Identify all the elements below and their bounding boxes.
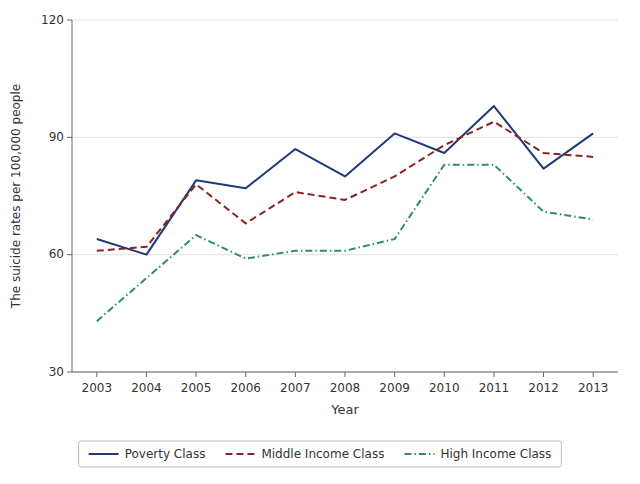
series-line: [97, 106, 593, 255]
lines: [97, 106, 593, 321]
grid-line-y: [72, 20, 618, 21]
grid: [72, 20, 618, 372]
legend-swatch: [89, 453, 119, 455]
legend-item: Poverty Class: [89, 447, 206, 461]
chart-svg: 30 60 90 120 2003 2004 2005 2006 2007 2008 2009 201…: [0, 0, 640, 484]
x-tick-label: 2004: [131, 381, 162, 395]
legend-swatch: [225, 453, 255, 455]
y-tick-label: 60: [49, 247, 64, 261]
x-tick: [345, 372, 346, 377]
x-tick-label: 2008: [330, 381, 361, 395]
y-axis-line: [72, 20, 73, 372]
x-tick-label: 2007: [280, 381, 311, 395]
chart-container: 30 60 90 120 2003 2004 2005 2006 2007 2008 2009 201…: [0, 0, 640, 484]
x-tick-label: 2011: [479, 381, 510, 395]
x-tick-label: 2012: [528, 381, 559, 395]
x-tick: [493, 372, 494, 377]
grid-line-y: [72, 254, 618, 255]
y-tick: [67, 137, 72, 138]
x-tick: [96, 372, 97, 377]
series-line: [97, 165, 593, 321]
x-axis-title: Year: [330, 402, 359, 417]
x-tick: [593, 372, 594, 377]
y-tick: [67, 20, 72, 21]
x-tick: [196, 372, 197, 377]
x-tick: [444, 372, 445, 377]
y-tick: [67, 254, 72, 255]
y-tick: [67, 372, 72, 373]
legend-label: High Income Class: [440, 447, 551, 461]
y-tick-label: 90: [49, 130, 64, 144]
x-tick-label: 2010: [429, 381, 460, 395]
x-tick-label: 2013: [578, 381, 609, 395]
x-tick: [245, 372, 246, 377]
legend-label: Middle Income Class: [261, 447, 384, 461]
x-tick: [394, 372, 395, 377]
legend-box: [79, 441, 562, 467]
x-tick-label: 2009: [379, 381, 410, 395]
axes: 30 60 90 120 2003 2004 2005 2006 2007 2008 2009 201…: [41, 13, 618, 396]
x-tick: [543, 372, 544, 377]
legend-item: Middle Income Class: [225, 447, 384, 461]
legend-label: Poverty Class: [125, 447, 206, 461]
x-tick: [146, 372, 147, 377]
series-line: [97, 122, 593, 251]
legend-swatch: [404, 453, 434, 455]
x-tick: [295, 372, 296, 377]
x-tick-label: 2003: [82, 381, 113, 395]
x-tick-label: 2005: [181, 381, 212, 395]
legend: Poverty Class Middle Income Class High Inc…: [79, 441, 562, 467]
y-axis-title: The suicide rates per 100,000 people: [9, 84, 23, 309]
legend-item: High Income Class: [404, 447, 551, 461]
y-tick-label: 30: [49, 365, 64, 379]
x-tick-label: 2006: [230, 381, 261, 395]
y-tick-label: 120: [41, 13, 64, 27]
grid-line-y: [72, 137, 618, 138]
